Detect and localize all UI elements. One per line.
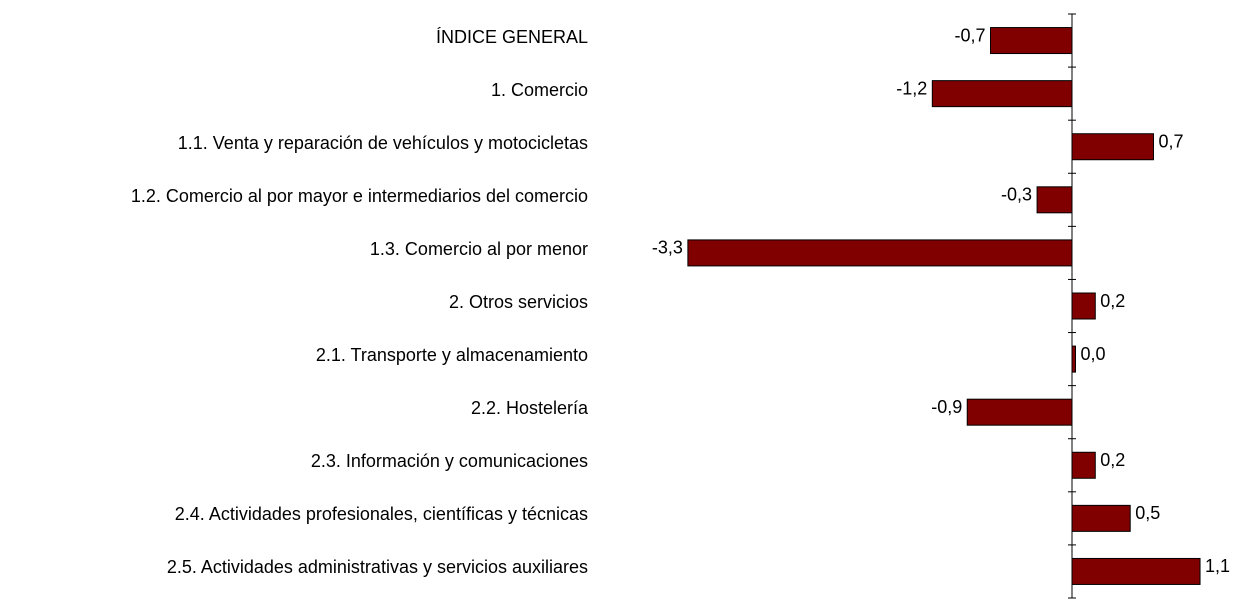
value-label: -3,3 bbox=[652, 238, 683, 258]
value-label: 0,7 bbox=[1158, 131, 1183, 151]
bar bbox=[990, 27, 1073, 55]
bar bbox=[1071, 133, 1154, 161]
category-label: 1. Comercio bbox=[490, 79, 588, 100]
category-label: 2.2. Hostelería bbox=[470, 398, 588, 419]
bar bbox=[687, 239, 1073, 267]
category-label: 2.1. Transporte y almacenamiento bbox=[315, 345, 588, 366]
bar bbox=[1071, 451, 1096, 479]
value-label: 0,0 bbox=[1080, 344, 1105, 364]
category-label: 2.3. Información y comunicaciones bbox=[310, 451, 588, 472]
category-label: 2. Otros servicios bbox=[448, 292, 588, 312]
value-label: 0,2 bbox=[1100, 291, 1125, 311]
value-label: 1,1 bbox=[1205, 556, 1230, 576]
category-label: 1.3. Comercio al por menor bbox=[369, 238, 588, 259]
bar bbox=[931, 80, 1073, 108]
bar bbox=[1071, 557, 1201, 585]
bar bbox=[1071, 504, 1131, 532]
bar bbox=[1071, 292, 1096, 320]
value-label: -1,2 bbox=[896, 78, 927, 98]
category-label: 1.1. Venta y reparación de vehículos y m… bbox=[177, 132, 588, 153]
category-label: ÍNDICE GENERAL bbox=[435, 26, 588, 47]
bar bbox=[1036, 186, 1073, 214]
value-label: -0,7 bbox=[954, 25, 985, 45]
value-label: -0,9 bbox=[931, 397, 962, 417]
category-label: 2.5. Actividades administrativas y servi… bbox=[166, 557, 588, 578]
category-label: 2.4. Actividades profesionales, científi… bbox=[174, 504, 588, 525]
category-label: 1.2. Comercio al por mayor e intermediar… bbox=[130, 185, 588, 206]
value-label: -0,3 bbox=[1001, 185, 1032, 205]
bar bbox=[966, 398, 1073, 426]
bar bbox=[1071, 345, 1076, 373]
value-label: 0,5 bbox=[1135, 503, 1160, 523]
value-label: 0,2 bbox=[1100, 450, 1125, 470]
